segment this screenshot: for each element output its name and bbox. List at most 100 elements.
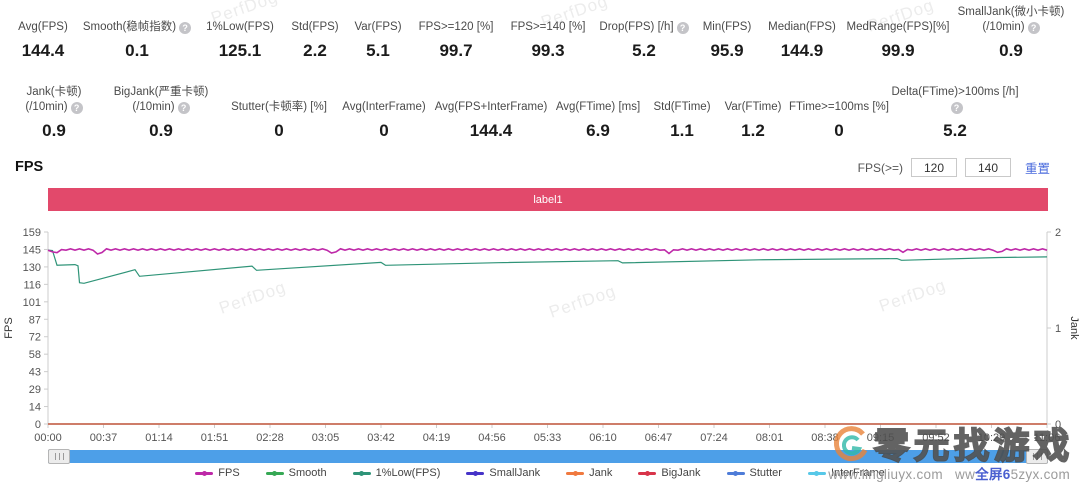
metrics-row-2: Jank(卡顿) (/10min)? 0.9 BigJank(严重卡顿) (/10m… (8, 84, 1020, 141)
scrollbar-left-handle[interactable] (48, 449, 70, 464)
fps-filter-label: FPS(>=) (857, 160, 903, 175)
metric-label: Std(FTime) (653, 100, 711, 113)
metric-value: 99.3 (531, 41, 565, 60)
svg-text:01:51: 01:51 (201, 432, 229, 444)
fps-threshold-2-input[interactable] (964, 158, 1011, 177)
legend-item-stutter[interactable]: Stutter (726, 467, 782, 479)
svg-text:07:24: 07:24 (700, 432, 728, 444)
metric-value: 0.9 (999, 41, 1023, 60)
legend-marker (566, 470, 585, 476)
legend-label: BigJank (661, 467, 701, 479)
svg-text:03:42: 03:42 (367, 432, 395, 444)
metric-value: 0 (379, 121, 389, 140)
legend-item-1%low-fps-[interactable]: 1%Low(FPS) (352, 467, 440, 479)
svg-text:11:06: 11:06 (1034, 432, 1061, 444)
help-icon[interactable]: ? (70, 101, 83, 114)
label-bar-text: label1 (533, 193, 563, 206)
svg-text:02:28: 02:28 (256, 432, 284, 444)
svg-text:04:56: 04:56 (478, 432, 506, 444)
metric-avg-fps-: Avg(FPS) 144.4 (8, 4, 78, 61)
chart-legend: FPS Smooth 1%Low(FPS) SmallJank Jank BigJank S… (0, 467, 1080, 479)
legend-item-bigjank[interactable]: BigJank (638, 467, 701, 479)
metric-value: 0.9 (42, 121, 66, 140)
metric-median-fps-: Median(FPS) 144.9 (760, 4, 844, 61)
svg-text:29: 29 (29, 384, 41, 396)
metric-value: 144.4 (469, 121, 513, 140)
timeline-scrollbar-track[interactable] (48, 449, 1048, 464)
metric-value: 5.1 (366, 41, 390, 60)
svg-text:FPS: FPS (3, 317, 15, 338)
metric-label: Drop(FPS) [/h]? (599, 4, 689, 34)
metric-std-ftime-: Std(FTime) 1.1 (646, 84, 718, 141)
metric-value: 0.9 (149, 121, 173, 140)
legend-label: SmallJank (489, 467, 541, 479)
metric-label: FPS>=140 [%] (510, 20, 586, 33)
legend-marker (352, 470, 371, 476)
grip-icon (1032, 453, 1042, 460)
legend-label: FPS (218, 467, 240, 479)
legend-label: Smooth (288, 467, 327, 479)
section-title-fps: FPS (15, 159, 44, 175)
metric-label: Smooth(稳帧指数)? (83, 4, 192, 34)
svg-text:145: 145 (23, 244, 41, 256)
help-icon[interactable]: ? (950, 101, 963, 114)
metric-jank-10min-: Jank(卡顿) (/10min)? 0.9 (8, 84, 100, 141)
legend-marker (265, 470, 284, 476)
metric-label: Stutter(卡顿率) [%] (231, 100, 327, 113)
svg-text:1: 1 (1055, 323, 1061, 335)
fps-section-header: FPS FPS(>=) 重置 (0, 156, 1080, 180)
svg-text:03:05: 03:05 (312, 432, 340, 444)
metric-label: FPS>=120 [%] (418, 20, 494, 33)
help-icon[interactable]: ? (179, 21, 192, 34)
svg-text:14: 14 (29, 402, 41, 414)
legend-marker (807, 470, 826, 476)
metric-fps-120-%-: FPS>=120 [%] 99.7 (410, 4, 502, 61)
metric-label: BigJank(严重卡顿) (/10min)? (113, 86, 209, 114)
metric-value: 5.2 (632, 41, 656, 60)
svg-text:0: 0 (1055, 419, 1061, 431)
metric-smooth-: Smooth(稳帧指数)? 0.1 (78, 4, 196, 61)
metric-value: 144.9 (780, 41, 824, 60)
svg-text:10:29: 10:29 (978, 432, 1006, 444)
legend-marker (726, 470, 745, 476)
help-icon[interactable]: ? (1027, 21, 1040, 34)
metric-value: 1.2 (741, 121, 765, 140)
reset-link[interactable]: 重置 (1024, 162, 1050, 176)
metric-ftime-100ms-%-: FTime>=100ms [%] 0 (788, 84, 890, 141)
svg-text:05:33: 05:33 (534, 432, 562, 444)
scrollbar-right-handle[interactable] (1026, 449, 1048, 464)
svg-text:00:37: 00:37 (90, 432, 118, 444)
metric-avg-ftime-ms-: Avg(FTime) [ms] 6.9 (550, 84, 646, 141)
legend-label: Stutter (749, 467, 782, 479)
metric-label: Avg(FTime) [ms] (555, 100, 641, 113)
svg-text:116: 116 (23, 279, 41, 291)
legend-item-jank[interactable]: Jank (566, 467, 612, 479)
svg-text:01:14: 01:14 (145, 432, 173, 444)
label-bar[interactable]: label1 (48, 188, 1048, 211)
metric-label: Avg(InterFrame) (342, 100, 426, 113)
legend-item-interframe[interactable]: InterFrame (807, 467, 885, 479)
metric-smalljank-10min-: SmallJank(微小卡顿) (/10min)? 0.9 (952, 4, 1070, 61)
svg-text:58: 58 (29, 349, 41, 361)
metric-drop-fps-h-: Drop(FPS) [/h]? 5.2 (594, 4, 694, 61)
legend-item-fps[interactable]: FPS (195, 467, 240, 479)
metric-value: 2.2 (303, 41, 327, 60)
svg-text:2: 2 (1055, 227, 1061, 239)
metric-value: 144.4 (21, 41, 65, 60)
legend-item-smooth[interactable]: Smooth (265, 467, 327, 479)
legend-label: Jank (589, 467, 613, 479)
metric-label: Min(FPS) (702, 20, 752, 33)
metric-value: 99.7 (439, 41, 473, 60)
metric-value: 0.1 (125, 41, 149, 60)
metric-label: Delta(FTime)>100ms [/h]? (891, 86, 1019, 114)
fps-threshold-1-input[interactable] (910, 158, 957, 177)
svg-text:0: 0 (35, 419, 41, 431)
svg-text:00:00: 00:00 (34, 432, 62, 444)
metric-value: 0 (274, 121, 284, 140)
metrics-row-1: Avg(FPS) 144.4 Smooth(稳帧指数)? 0.1 1%Low(FPS) 1… (8, 4, 1070, 61)
metric-value: 99.9 (881, 41, 915, 60)
metric-avg-fps-interframe-: Avg(FPS+InterFrame) 144.4 (432, 84, 550, 141)
help-icon[interactable]: ? (177, 101, 190, 114)
legend-item-smalljank[interactable]: SmallJank (466, 467, 540, 479)
help-icon[interactable]: ? (676, 21, 689, 34)
